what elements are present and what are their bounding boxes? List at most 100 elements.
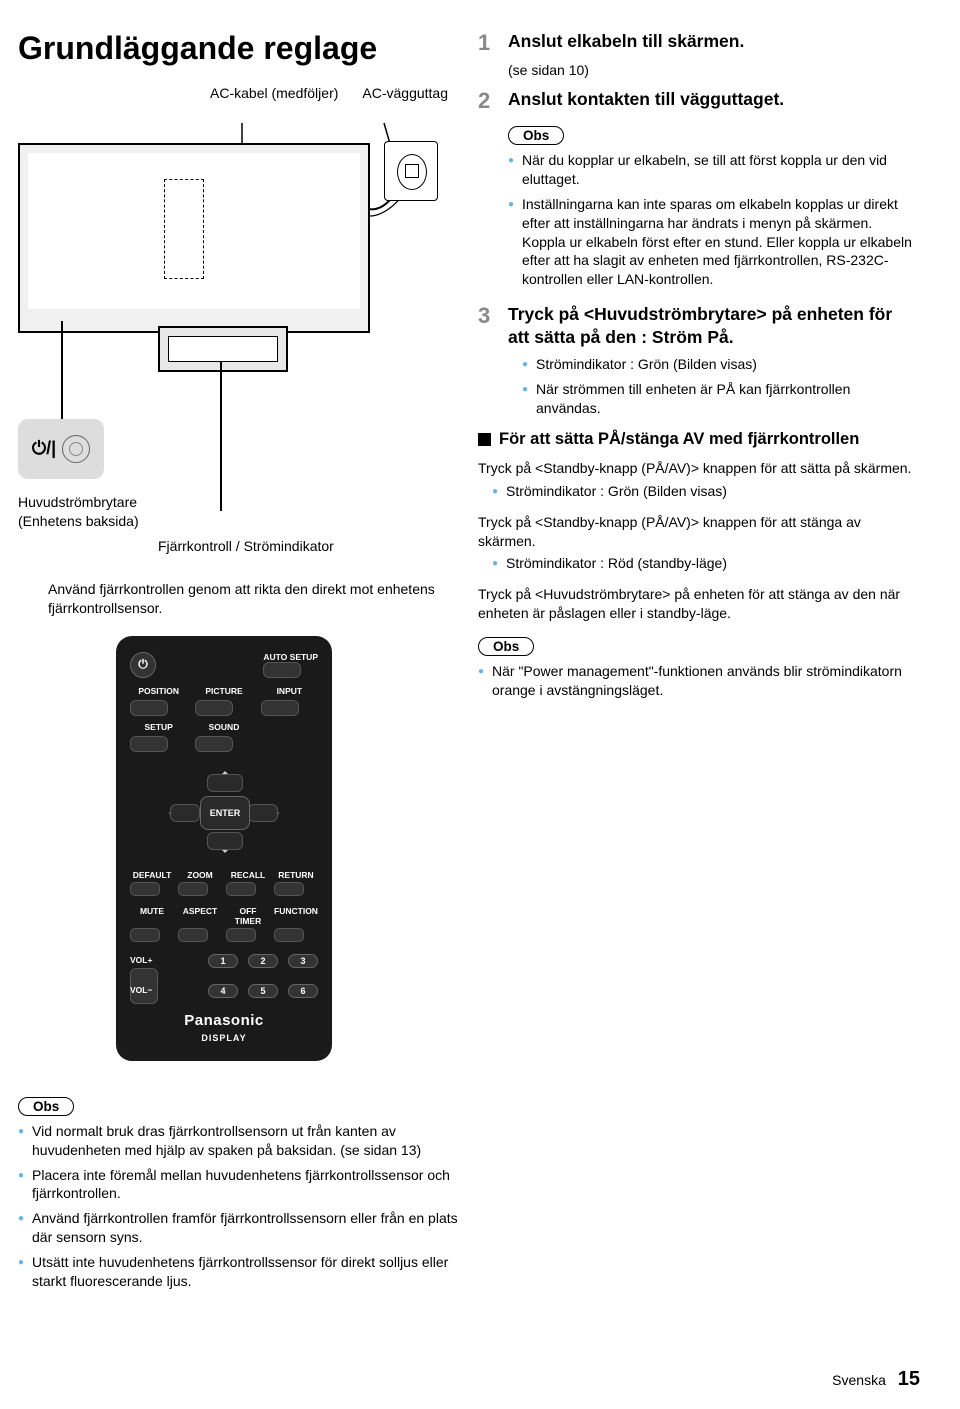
step-title: Tryck på <Huvudströmbrytare> på enheten … — [508, 303, 918, 349]
remote-label: OFF TIMER — [226, 906, 270, 926]
remote-brand: Panasonic — [130, 1012, 318, 1029]
remote-label: SOUND — [195, 722, 252, 732]
step-3: 3 Tryck på <Huvudströmbrytare> på enhete… — [478, 303, 918, 349]
power-button-icon — [62, 435, 90, 463]
body-text: Tryck på <Standby-knapp (PÅ/AV)> knappen… — [478, 513, 918, 551]
note-badge: Obs — [478, 637, 534, 656]
remote-label: FUNCTION — [274, 906, 318, 926]
note-badge: Obs — [508, 126, 564, 145]
step-number: 1 — [478, 30, 500, 56]
subsection-heading: För att sätta PÅ/stänga AV med fjärrkont… — [478, 429, 918, 450]
remote-button — [263, 662, 301, 678]
step-number: 2 — [478, 88, 500, 114]
step-title: Anslut kontakten till vägguttaget. — [508, 88, 784, 114]
remote-number-button: 5 — [248, 984, 278, 998]
remote-number-button: 6 — [288, 984, 318, 998]
connection-diagram: ⏻/| — [18, 111, 448, 431]
page-footer: Svenska 15 — [832, 1368, 920, 1391]
remote-button — [178, 882, 208, 896]
remote-power-icon: ⏻ — [130, 652, 156, 678]
note-item: Använd fjärrkontrollen framför fjärrkont… — [18, 1209, 468, 1247]
cable-port-icon — [164, 179, 204, 279]
tv-stand-inner-icon — [168, 336, 278, 362]
note-item: Utsätt inte huvudenhetens fjärrkontrolls… — [18, 1253, 468, 1291]
subsection-heading-text: För att sätta PÅ/stänga AV med fjärrkont… — [499, 429, 859, 450]
note-badge: Obs — [18, 1097, 74, 1116]
remote-button — [226, 928, 256, 942]
note-item: Placera inte föremål mellan huvudenheten… — [18, 1166, 468, 1204]
note-item: Strömindikator : Grön (Bilden visas) — [492, 482, 918, 501]
remote-label: MUTE — [130, 906, 174, 926]
step-1: 1 Anslut elkabeln till skärmen. — [478, 30, 918, 56]
remote-button — [130, 928, 160, 942]
bottom-notes: Obs Vid normalt bruk dras fjärrkontrolls… — [18, 1091, 468, 1291]
remote-label: ASPECT — [178, 906, 222, 926]
step-number: 3 — [478, 303, 500, 349]
note-item: När "Power management"-funktionen använd… — [478, 662, 918, 700]
footer-page-number: 15 — [898, 1368, 920, 1390]
remote-number-button: 4 — [208, 984, 238, 998]
remote-number-button: 3 — [288, 954, 318, 968]
step-title: Anslut elkabeln till skärmen. — [508, 30, 744, 56]
remote-button — [274, 928, 304, 942]
leader-line-icon — [61, 321, 63, 419]
remote-button — [178, 928, 208, 942]
page-title: Grundläggande reglage — [18, 30, 448, 67]
remote-instruction: Använd fjärrkontrollen genom att rikta d… — [48, 580, 448, 618]
wall-outlet-icon — [384, 141, 438, 201]
note-list: När "Power management"-funktionen använd… — [478, 662, 918, 700]
remote-label: DEFAULT — [130, 870, 174, 880]
remote-button — [170, 804, 200, 822]
remote-control-illustration: ⏻ AUTO SETUP POSITION PICTURE INPUT SETU… — [116, 636, 332, 1061]
remote-button — [207, 774, 243, 792]
remote-button — [207, 832, 243, 850]
label-ac-outlet: AC-vägguttag — [362, 85, 448, 101]
remote-button — [195, 736, 233, 752]
remote-button — [130, 736, 168, 752]
main-power-switch-icon: ⏻/| — [18, 419, 104, 479]
remote-dpad: ENTER — [154, 762, 294, 862]
step-subtext: (se sidan 10) — [508, 62, 918, 78]
remote-button — [226, 882, 256, 896]
note-list: Strömindikator : Grön (Bilden visas) — [492, 482, 918, 501]
main-switch-label: Huvudströmbrytare (Enhetens baksida) — [18, 493, 448, 532]
remote-number-button: 2 — [248, 954, 278, 968]
note-list: När du kopplar ur elkabeln, se till att … — [508, 151, 918, 289]
remote-button — [130, 882, 160, 896]
diagram-callouts: AC-kabel (medföljer) AC-vägguttag — [18, 85, 448, 101]
remote-button — [248, 804, 278, 822]
sensor-label: Fjärrkontroll / Strömindikator — [158, 538, 448, 554]
note-item: Inställningarna kan inte sparas om elkab… — [508, 195, 918, 289]
note-item: Strömindikator : Grön (Bilden visas) — [522, 355, 918, 374]
remote-button — [195, 700, 233, 716]
label-ac-cable: AC-kabel (medföljer) — [210, 85, 338, 101]
remote-label: VOL+ — [130, 955, 166, 965]
remote-number-button: 1 — [208, 954, 238, 968]
remote-label: SETUP — [130, 722, 187, 732]
remote-button — [130, 700, 168, 716]
note-list: Strömindikator : Röd (standby-läge) — [492, 554, 918, 573]
remote-label: VOL− — [130, 985, 166, 995]
leader-line-icon — [220, 361, 222, 511]
remote-enter-button: ENTER — [200, 796, 250, 830]
note-list: Strömindikator : Grön (Bilden visas) När… — [522, 355, 918, 418]
step-2: 2 Anslut kontakten till vägguttaget. — [478, 88, 918, 114]
note-item: Vid normalt bruk dras fjärrkontrollsenso… — [18, 1122, 468, 1160]
power-icon: ⏻/| — [32, 438, 56, 459]
remote-brand-sub: DISPLAY — [130, 1033, 318, 1043]
main-switch-label-l1: Huvudströmbrytare — [18, 493, 448, 513]
note-list: Vid normalt bruk dras fjärrkontrollsenso… — [18, 1122, 468, 1291]
remote-label: RECALL — [226, 870, 270, 880]
remote-label: POSITION — [130, 686, 187, 696]
remote-button — [261, 700, 299, 716]
remote-button — [274, 882, 304, 896]
square-bullet-icon — [478, 433, 491, 446]
body-text: Tryck på <Standby-knapp (PÅ/AV)> knappen… — [478, 459, 918, 478]
note-item: Strömindikator : Röd (standby-läge) — [492, 554, 918, 573]
body-text: Tryck på <Huvudströmbrytare> på enheten … — [478, 585, 918, 623]
note-item: När du kopplar ur elkabeln, se till att … — [508, 151, 918, 189]
remote-label: ZOOM — [178, 870, 222, 880]
remote-label: AUTO SETUP — [263, 652, 318, 662]
footer-language: Svenska — [832, 1372, 886, 1388]
remote-label: RETURN — [274, 870, 318, 880]
